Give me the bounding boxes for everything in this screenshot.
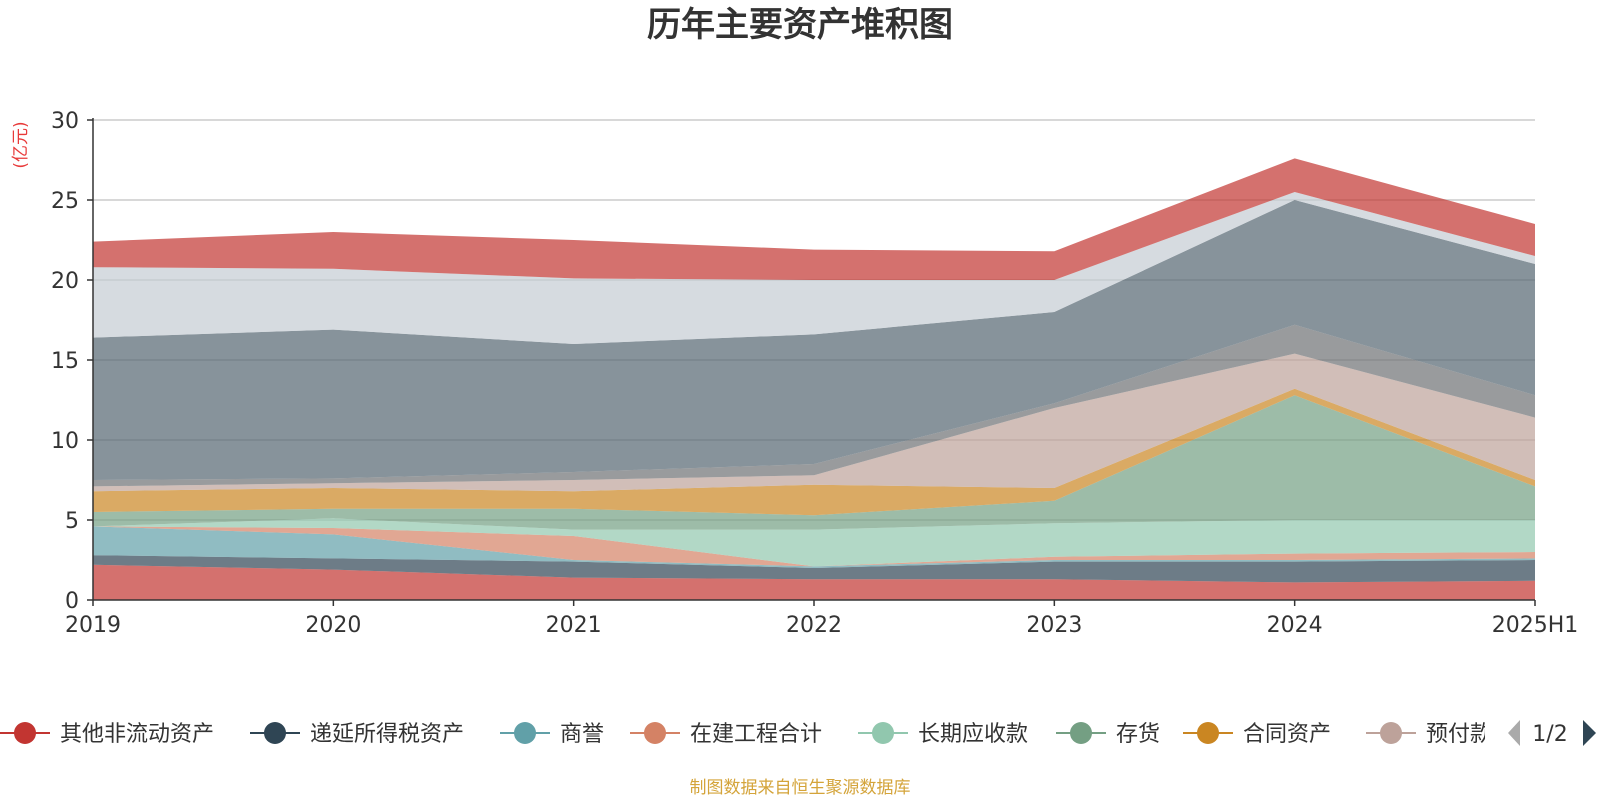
legend-marker-icon [872,722,894,744]
area-series-8 [93,324,1535,487]
legend-prev-icon[interactable] [1508,720,1520,746]
x-tick-label: 2023 [1026,613,1082,638]
area-series-1 [93,555,1535,583]
legend-label: 在建工程合计 [690,722,822,747]
legend-label: 其他非流动资产 [60,722,214,747]
legend-marker-icon [264,722,286,744]
legend-marker-icon [514,722,536,744]
legend-label: 递延所得税资产 [310,722,464,747]
x-tick-label: 2022 [786,613,842,638]
area-series-10 [93,192,1535,344]
x-tick-label: 2024 [1267,613,1323,638]
x-tick-label: 2020 [305,613,361,638]
legend-marker-icon [1070,722,1092,744]
area-series-6 [93,388,1535,516]
legend-marker-icon [14,722,36,744]
area-series-3 [93,526,1535,567]
legend-marker-icon [1197,722,1219,744]
area-series-4 [93,518,1535,567]
x-tick-label: 2021 [546,613,602,638]
y-tick-label: 30 [51,109,79,134]
legend-label: 合同资产 [1243,722,1331,747]
stacked-areas [93,158,1535,600]
area-series-2 [93,526,1535,568]
legend: 其他非流动资产 递延所得税资产 商誉 在建工程合计 长期应收款 存货 合同资产 预付款 [0,722,1492,747]
y-unit-label: (亿元) [11,121,31,168]
legend-item[interactable]: 合同资产 [1183,722,1331,747]
legend-pager: 1/2 [1508,720,1596,747]
y-tick-label: 25 [51,189,79,214]
legend-item[interactable]: 商誉 [500,722,604,747]
legend-item[interactable]: 存货 [1056,722,1160,747]
legend-page-indicator: 1/2 [1532,722,1567,747]
chart-title: 历年主要资产堆积图 [647,5,953,45]
legend-item[interactable]: 递延所得税资产 [250,722,464,747]
area-series-7 [93,353,1535,492]
legend-label: 预付款 [1426,722,1492,747]
legend-label: 长期应收款 [918,722,1028,747]
legend-item[interactable]: 在建工程合计 [630,722,822,747]
legend-marker-icon [1380,722,1402,744]
legend-marker-icon [644,722,666,744]
legend-item[interactable]: 长期应收款 [858,722,1028,747]
legend-next-icon[interactable] [1583,720,1596,746]
legend-item[interactable]: 预付款 [1366,722,1492,747]
area-series-9 [93,200,1535,480]
data-source-footer: 制图数据来自恒生聚源数据库 [690,778,911,798]
legend-label: 存货 [1116,722,1160,747]
axes: 0 5 10 15 20 25 30 2019 2020 2021 2022 2023 2024 2025… [51,109,1578,638]
y-tick-label: 20 [51,269,79,294]
x-tick-label: 2025H1 [1492,613,1579,638]
x-tick-label: 2019 [65,613,121,638]
y-tick-label: 0 [65,589,79,614]
legend-item[interactable]: 其他非流动资产 [0,722,214,747]
y-tick-label: 15 [51,349,79,374]
y-tick-label: 10 [51,429,79,454]
y-tick-label: 5 [65,509,79,534]
legend-label: 商誉 [560,722,604,747]
area-series-11 [93,158,1535,280]
area-series-5 [93,395,1535,530]
